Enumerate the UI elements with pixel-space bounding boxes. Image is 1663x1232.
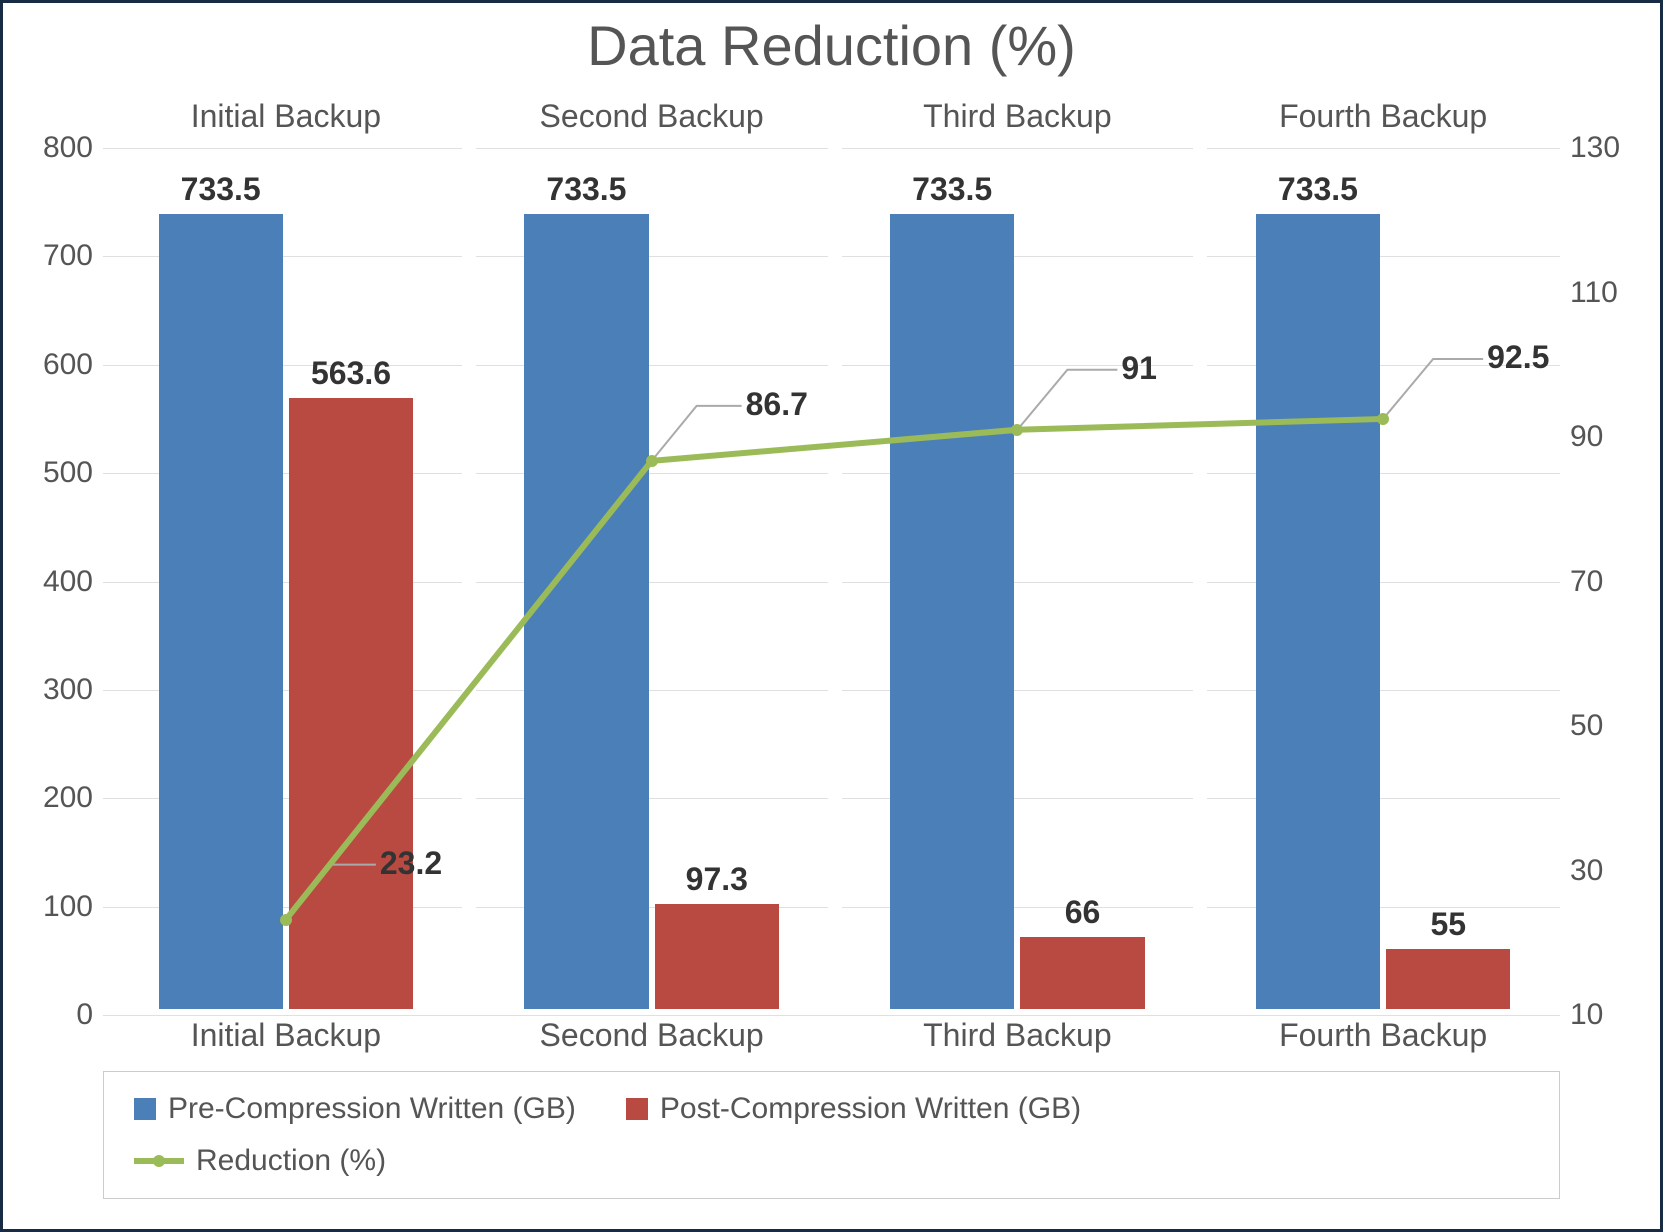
group-gap bbox=[462, 148, 476, 1009]
ytick-left: 100 bbox=[28, 890, 93, 924]
legend-label-pre: Pre-Compression Written (GB) bbox=[168, 1092, 576, 1126]
legend-label-post: Post-Compression Written (GB) bbox=[660, 1092, 1081, 1126]
ytick-left: 300 bbox=[28, 673, 93, 707]
plot-area: 0100200300400500600700800103050709011013… bbox=[103, 148, 1560, 1009]
line-label: 23.2 bbox=[380, 845, 442, 882]
ytick-right: 30 bbox=[1570, 854, 1630, 888]
ytick-left: 500 bbox=[28, 456, 93, 490]
ytick-right: 50 bbox=[1570, 709, 1630, 743]
ytick-left: 200 bbox=[28, 781, 93, 815]
bar-label-pre: 733.5 bbox=[880, 171, 1024, 208]
category-top-label: Fourth Backup bbox=[1200, 98, 1566, 135]
bar-post bbox=[289, 398, 413, 1009]
ytick-left: 700 bbox=[28, 239, 93, 273]
bar-label-post: 97.3 bbox=[645, 861, 789, 898]
line-label: 91 bbox=[1121, 350, 1157, 387]
ytick-right: 70 bbox=[1570, 565, 1630, 599]
legend-item-reduction: Reduction (%) bbox=[134, 1144, 386, 1178]
bar-pre bbox=[890, 214, 1014, 1009]
ytick-right: 90 bbox=[1570, 420, 1630, 454]
line-point bbox=[1377, 413, 1389, 425]
category-top-label: Second Backup bbox=[469, 98, 835, 135]
bar-post bbox=[1020, 937, 1144, 1009]
ytick-left: 800 bbox=[28, 131, 93, 165]
bar-label-post: 66 bbox=[1010, 894, 1154, 931]
category-bottom-label: Second Backup bbox=[469, 1017, 835, 1054]
ytick-right: 10 bbox=[1570, 998, 1630, 1032]
line-label: 86.7 bbox=[746, 386, 808, 423]
category-bottom-label: Third Backup bbox=[835, 1017, 1201, 1054]
legend-swatch-reduction bbox=[134, 1158, 184, 1164]
bar-label-post: 563.6 bbox=[279, 355, 423, 392]
group-gap bbox=[1193, 148, 1207, 1009]
legend: Pre-Compression Written (GB) Post-Compre… bbox=[103, 1071, 1560, 1199]
category-top-label: Initial Backup bbox=[103, 98, 469, 135]
legend-label-reduction: Reduction (%) bbox=[196, 1144, 386, 1178]
group-gap bbox=[828, 148, 842, 1009]
gridline bbox=[103, 1015, 1560, 1016]
category-bottom-label: Initial Backup bbox=[103, 1017, 469, 1054]
bar-post bbox=[1386, 949, 1510, 1009]
line-point bbox=[1011, 424, 1023, 436]
line-point bbox=[646, 455, 658, 467]
legend-item-pre: Pre-Compression Written (GB) bbox=[134, 1092, 576, 1126]
line-label: 92.5 bbox=[1487, 339, 1549, 376]
bar-pre bbox=[159, 214, 283, 1009]
legend-item-post: Post-Compression Written (GB) bbox=[626, 1092, 1081, 1126]
ytick-left: 0 bbox=[28, 998, 93, 1032]
chart-container: Data Reduction (%) 010020030040050060070… bbox=[0, 0, 1663, 1232]
bar-label-pre: 733.5 bbox=[149, 171, 293, 208]
category-top-label: Third Backup bbox=[835, 98, 1201, 135]
legend-swatch-post bbox=[626, 1098, 648, 1120]
ytick-left: 600 bbox=[28, 348, 93, 382]
ytick-right: 130 bbox=[1570, 131, 1630, 165]
legend-swatch-pre bbox=[134, 1098, 156, 1120]
line-point bbox=[280, 914, 292, 926]
bar-label-post: 55 bbox=[1376, 906, 1520, 943]
bar-label-pre: 733.5 bbox=[514, 171, 658, 208]
ytick-right: 110 bbox=[1570, 276, 1630, 310]
bar-post bbox=[655, 904, 779, 1009]
category-bottom-label: Fourth Backup bbox=[1200, 1017, 1566, 1054]
bar-pre bbox=[524, 214, 648, 1009]
bar-pre bbox=[1256, 214, 1380, 1009]
bar-label-pre: 733.5 bbox=[1246, 171, 1390, 208]
ytick-left: 400 bbox=[28, 565, 93, 599]
chart-title: Data Reduction (%) bbox=[3, 13, 1660, 78]
